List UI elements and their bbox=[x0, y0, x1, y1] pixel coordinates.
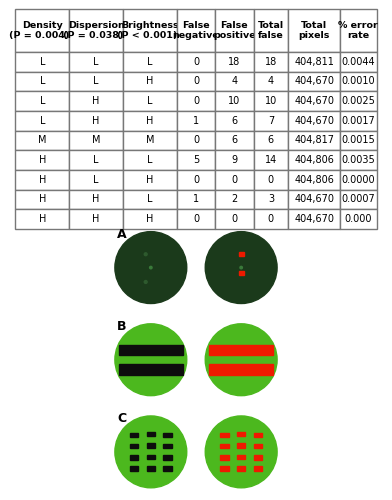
Circle shape bbox=[205, 232, 277, 304]
Bar bbox=[220, 444, 229, 448]
Bar bbox=[163, 456, 172, 460]
Bar bbox=[147, 455, 155, 460]
Bar bbox=[254, 466, 262, 471]
Bar bbox=[147, 432, 155, 436]
Bar bbox=[130, 444, 138, 448]
Bar bbox=[239, 270, 244, 275]
Bar bbox=[237, 444, 245, 448]
Bar bbox=[163, 466, 172, 471]
Circle shape bbox=[144, 253, 147, 256]
Bar bbox=[147, 466, 155, 470]
Bar bbox=[147, 444, 155, 448]
Bar bbox=[237, 432, 245, 436]
Bar bbox=[163, 433, 172, 438]
Circle shape bbox=[205, 416, 277, 488]
Text: B: B bbox=[117, 320, 127, 332]
Bar bbox=[130, 466, 138, 471]
Text: C: C bbox=[117, 412, 126, 425]
Circle shape bbox=[144, 280, 147, 283]
Bar bbox=[130, 433, 138, 438]
Bar bbox=[237, 455, 245, 460]
Bar bbox=[239, 252, 244, 256]
Bar bbox=[254, 433, 262, 438]
Bar bbox=[220, 433, 229, 438]
Circle shape bbox=[240, 266, 242, 269]
Circle shape bbox=[115, 324, 187, 396]
Bar bbox=[119, 364, 183, 375]
Bar bbox=[163, 444, 172, 448]
Bar bbox=[119, 344, 183, 355]
Text: A: A bbox=[117, 228, 127, 240]
Circle shape bbox=[115, 232, 187, 304]
Bar bbox=[209, 344, 273, 355]
Circle shape bbox=[115, 416, 187, 488]
Bar bbox=[220, 456, 229, 460]
Circle shape bbox=[205, 324, 277, 396]
Bar bbox=[130, 456, 138, 460]
Bar bbox=[237, 466, 245, 470]
Bar bbox=[209, 364, 273, 375]
Bar bbox=[254, 456, 262, 460]
Circle shape bbox=[150, 266, 152, 269]
Bar bbox=[254, 444, 262, 448]
Bar bbox=[220, 466, 229, 471]
